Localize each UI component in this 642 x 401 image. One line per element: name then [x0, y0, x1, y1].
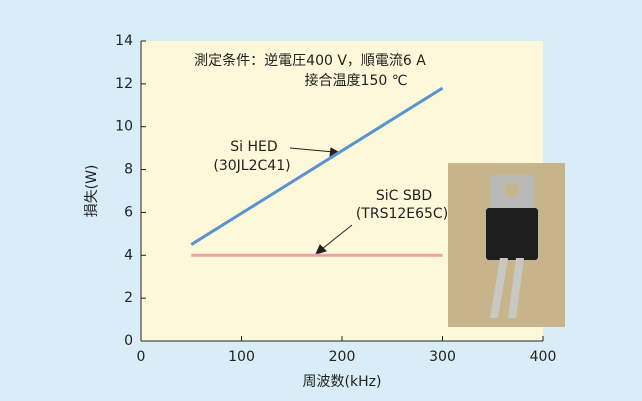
y-tick-label: 4: [124, 247, 133, 263]
x-tick-label: 400: [530, 349, 557, 365]
annotation: 接合温度150 ℃: [305, 72, 408, 89]
series-note: (30JL2C41): [213, 158, 290, 174]
x-tick-label: 200: [329, 349, 356, 365]
y-tick-label: 8: [124, 162, 133, 178]
y-tick-label: 2: [124, 290, 133, 306]
x-tick-label: 0: [137, 349, 146, 365]
x-tick-label: 100: [228, 349, 255, 365]
x-axis-label: 周波数(kHz): [303, 374, 382, 390]
series-note: (TRS12E65C): [356, 206, 448, 222]
annotation: 測定条件：逆電圧400 V，順電流6 A: [194, 52, 426, 69]
x-tick-label: 300: [429, 349, 456, 365]
y-tick-label: 0: [124, 333, 133, 349]
y-tick-label: 12: [115, 76, 133, 92]
chart: 測定条件：逆電圧400 V，順電流6 A 接合温度150 ℃ Si HED (3…: [0, 0, 642, 401]
y-tick-label: 6: [124, 204, 133, 220]
photo: [448, 163, 565, 327]
y-tick-label: 14: [115, 33, 133, 49]
series-label: SiC SBD: [376, 188, 432, 204]
y-axis-label: 損失(W): [84, 165, 100, 218]
series-label: Si HED: [230, 139, 277, 155]
y-tick-label: 10: [115, 119, 133, 135]
